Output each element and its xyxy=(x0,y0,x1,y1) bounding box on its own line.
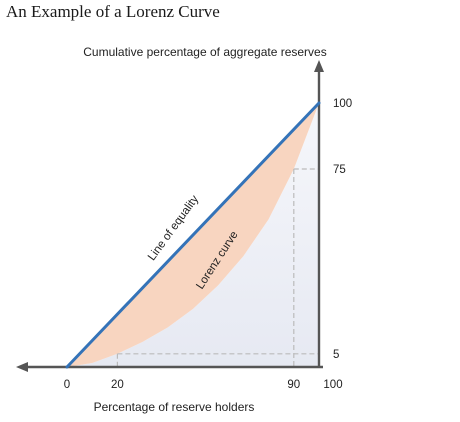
y-tick-label-75: 75 xyxy=(333,164,346,176)
y-axis-arrow xyxy=(314,60,324,72)
x-axis-title: Percentage of reserve holders xyxy=(94,400,255,414)
line-of-equality xyxy=(65,101,321,369)
y-tick-label-5: 5 xyxy=(333,349,339,361)
y-axis-title: Cumulative percentage of aggregate reser… xyxy=(83,45,326,59)
under-curve-area xyxy=(67,103,319,367)
y-tick-label-100: 100 xyxy=(333,98,352,110)
x-axis-arrow xyxy=(16,362,28,372)
x-tick-label-0: 0 xyxy=(64,379,70,391)
page-title: An Example of a Lorenz Curve xyxy=(6,2,220,21)
x-tick-label-90: 90 xyxy=(287,379,300,391)
x-tick-label-100: 100 xyxy=(323,379,342,391)
x-tick-label-20: 20 xyxy=(111,379,124,391)
